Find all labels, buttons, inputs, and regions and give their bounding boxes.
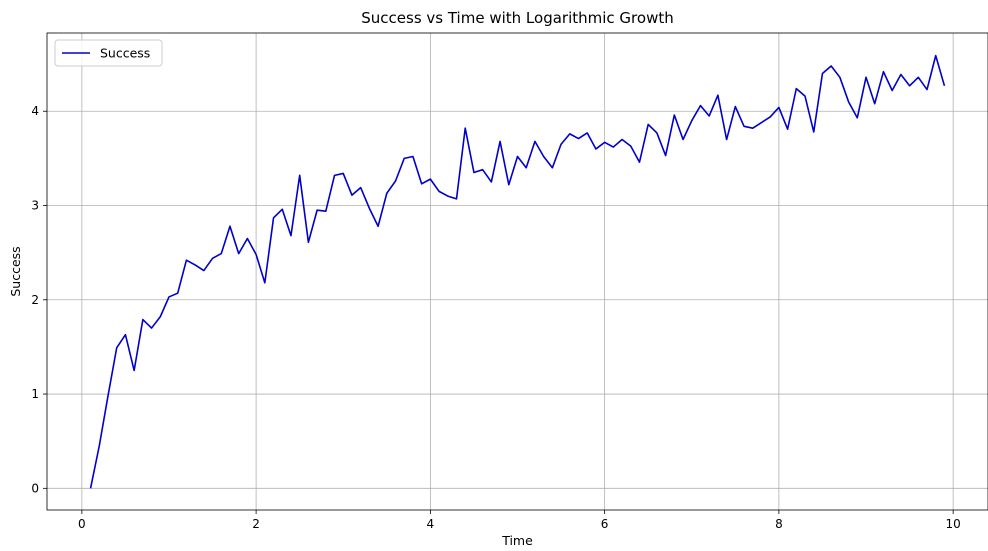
x-tick-label: 6 — [601, 517, 609, 531]
y-tick-label: 3 — [31, 199, 39, 213]
x-tick-label: 0 — [78, 517, 86, 531]
legend: Success — [54, 39, 163, 67]
x-tick-label: 10 — [946, 517, 961, 531]
grid-lines — [47, 33, 988, 510]
plot-frame — [46, 32, 988, 511]
y-tick-label: 1 — [31, 387, 39, 401]
chart-title: Success vs Time with Logarithmic Growth — [361, 9, 673, 27]
x-tick-label: 4 — [427, 517, 435, 531]
axis-ticks: 0 2 4 6 8 10 0 1 2 3 4 — [31, 104, 960, 531]
y-tick-label: 4 — [31, 104, 39, 118]
legend-label-success: Success — [100, 46, 150, 61]
x-tick-label: 2 — [252, 517, 260, 531]
series-line-success — [89, 54, 946, 489]
legend-box — [54, 39, 163, 67]
y-tick-label: 2 — [31, 293, 39, 307]
y-tick-label: 0 — [31, 481, 39, 495]
series-layer — [89, 54, 946, 489]
x-axis-label: Time — [501, 533, 533, 547]
y-axis-label: Success — [8, 246, 23, 296]
x-tick-label: 8 — [775, 517, 783, 531]
